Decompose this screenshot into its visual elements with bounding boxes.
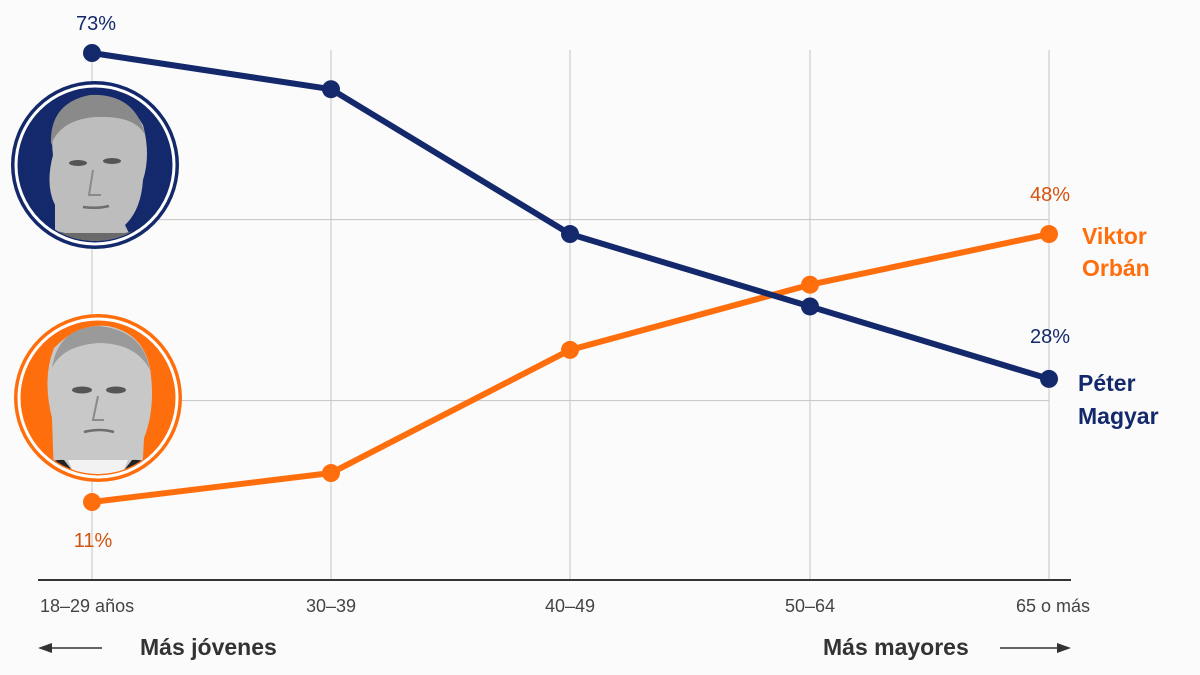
x-tick-label: 18–29 años <box>40 596 134 616</box>
orban-legend-line2: Orbán <box>1082 255 1150 281</box>
x-tick-label: 50–64 <box>785 596 835 616</box>
arrow-right-icon <box>1000 643 1071 653</box>
x-tick-label: 65 o más <box>1016 596 1090 616</box>
older-direction-label: Más mayores <box>823 634 969 660</box>
magyar-first-value-label: 73% <box>76 13 116 35</box>
orban-first-value-label: 11% <box>74 530 113 552</box>
magyar-legend-line1: Péter <box>1078 370 1136 396</box>
orban-last-value-label: 48% <box>1030 184 1070 206</box>
magyar-data-point <box>801 297 819 316</box>
gridlines <box>38 50 1050 580</box>
magyar-last-value-label: 28% <box>1030 326 1070 348</box>
data-series <box>83 44 1058 512</box>
x-tick-label: 30–39 <box>306 596 356 616</box>
arrow-left-icon <box>38 643 102 653</box>
orban-data-point <box>1040 225 1058 244</box>
magyar-legend-line2: Magyar <box>1078 403 1159 429</box>
younger-direction-label: Más jóvenes <box>140 634 277 660</box>
orban-data-point <box>801 275 819 294</box>
magyar-data-point <box>83 44 101 62</box>
magyar-data-point <box>561 225 579 244</box>
magyar-data-point <box>322 80 340 99</box>
magyar-portrait <box>11 81 179 249</box>
x-tick-label: 40–49 <box>545 596 595 616</box>
magyar-data-point <box>1040 369 1058 388</box>
orban-legend-label: Viktor Orbán <box>1082 223 1150 281</box>
orban-data-point <box>83 493 101 512</box>
magyar-legend-label: Péter Magyar <box>1078 370 1159 429</box>
orban-data-point <box>561 340 579 359</box>
orban-data-point <box>322 464 340 483</box>
orban-portrait <box>14 314 182 482</box>
orban-legend-line1: Viktor <box>1082 223 1147 249</box>
x-axis-tick-labels: 18–29 años 30–39 40–49 50–64 65 o más <box>40 596 1090 616</box>
